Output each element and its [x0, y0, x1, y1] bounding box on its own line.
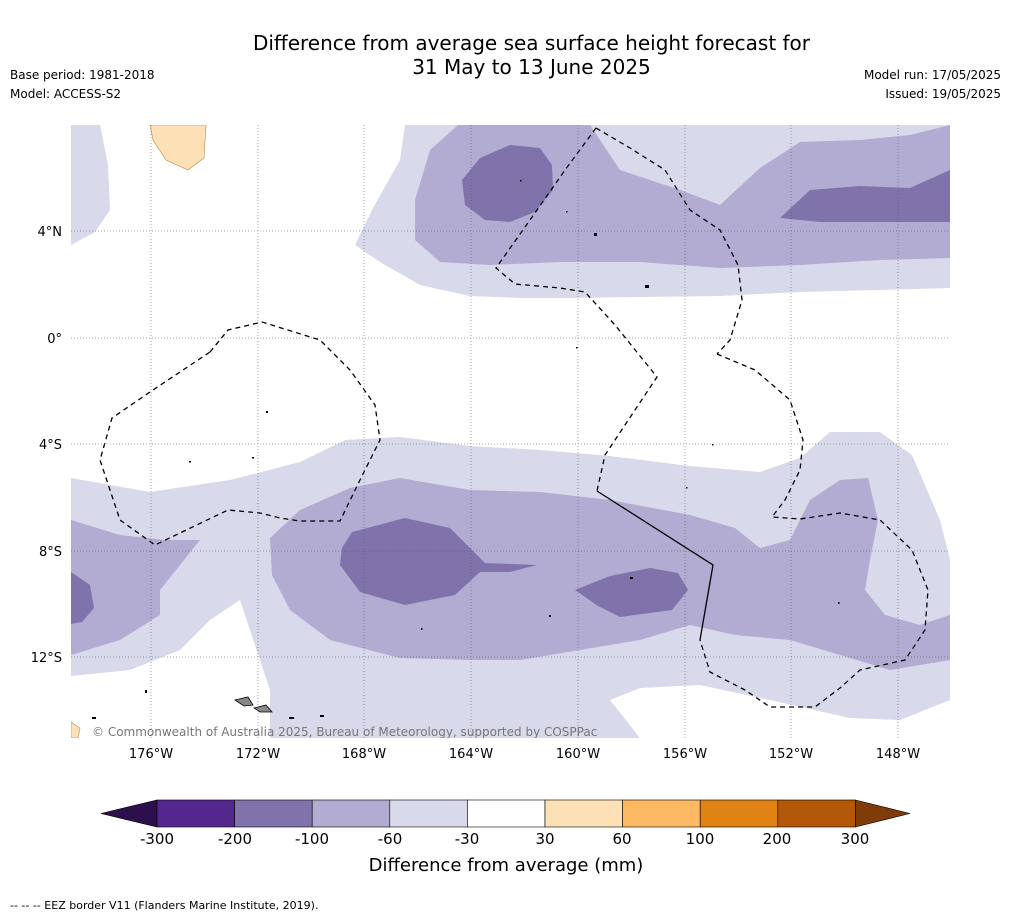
lat-label: 12°S — [31, 651, 62, 666]
lon-label: 156°W — [663, 747, 707, 762]
colorbar-extend-high — [855, 799, 911, 828]
colorbar-segment — [389, 799, 468, 828]
central-south-core — [340, 518, 537, 605]
title-line-1: Difference from average sea surface heig… — [252, 31, 811, 55]
colorbar-tick: -300 — [140, 830, 174, 848]
run-info: Model run: 17/05/2025 Issued: 19/05/2025 — [864, 66, 1001, 104]
lon-label: 160°W — [556, 747, 600, 762]
land-northwest — [149, 125, 207, 171]
eez-boundary-central — [495, 127, 743, 492]
lat-label: 4°N — [38, 225, 63, 240]
colorbar-tick: 300 — [841, 830, 870, 848]
lon-label: 152°W — [769, 747, 813, 762]
colorbar-segment — [467, 799, 546, 828]
model-name: Model: ACCESS-S2 — [10, 87, 122, 101]
lon-label: 148°W — [876, 747, 920, 762]
lon-label: 164°W — [449, 747, 493, 762]
longitude-labels: 176°W 172°W 168°W 164°W 160°W 156°W 152°… — [129, 747, 920, 762]
chart-title: Difference from average sea surface heig… — [0, 31, 1011, 79]
colorbar-tick: 30 — [535, 830, 554, 848]
small-islands — [92, 180, 840, 719]
lon-label: 172°W — [236, 747, 280, 762]
north-core — [462, 145, 553, 222]
island-1 — [234, 696, 254, 707]
colorbar-segment — [311, 799, 391, 828]
model-run: Model run: 17/05/2025 — [863, 68, 1001, 82]
lon-label: 176°W — [129, 747, 173, 762]
colorbar — [100, 799, 911, 828]
map-frame: © Commonwealth of Australia 2025, Bureau… — [71, 125, 950, 739]
graticule — [71, 125, 950, 738]
title-line-2: 31 May to 13 June 2025 — [412, 55, 651, 79]
colorbar-ticks: -300 -200 -100 -60 -30 30 60 100 200 300 — [140, 830, 869, 848]
land-southwest — [71, 721, 81, 738]
issued-date: Issued: 19/05/2025 — [885, 87, 1001, 101]
colorbar-tick: 60 — [612, 830, 631, 848]
lat-label: 0° — [47, 332, 62, 347]
colorbar-extend-low — [100, 799, 158, 828]
west-edge-core — [71, 572, 94, 624]
colorbar-segment — [156, 799, 235, 828]
colorbar-segment — [777, 799, 856, 828]
northeast-core — [780, 170, 950, 222]
eez-solid-border — [596, 490, 714, 641]
eez-borders — [99, 127, 929, 708]
lon-label: 168°W — [342, 747, 386, 762]
base-info: Base period: 1981-2018 Model: ACCESS-S2 — [10, 66, 155, 104]
base-period: Base period: 1981-2018 — [10, 68, 155, 82]
eez-boundary-east — [699, 353, 929, 708]
colorbar-label: Difference from average (mm) — [369, 855, 644, 876]
colorbar-segment — [544, 799, 623, 828]
copyright-notice: © Commonwealth of Australia 2025, Bureau… — [92, 725, 597, 739]
colorbar-segment — [234, 799, 313, 828]
colorbar-tick: -30 — [455, 830, 480, 848]
colorbar-segment — [699, 799, 779, 828]
lat-label: 4°S — [39, 438, 62, 453]
southwest-mid-band — [71, 520, 200, 655]
colorbar-tick: -100 — [295, 830, 329, 848]
latitude-labels: 4°N 0° 4°S 8°S 12°S — [31, 225, 62, 666]
colorbar-tick: 200 — [763, 830, 792, 848]
east-south-core — [575, 568, 688, 617]
colorbar-tick: 100 — [686, 830, 715, 848]
eez-footnote: -- -- -- EEZ border V11 (Flanders Marine… — [10, 899, 319, 912]
colorbar-tick: -60 — [378, 830, 403, 848]
colorbar-tick: -200 — [218, 830, 252, 848]
colorbar-segment — [622, 799, 701, 828]
western-light-patch — [71, 125, 110, 245]
lat-label: 8°S — [39, 545, 62, 560]
